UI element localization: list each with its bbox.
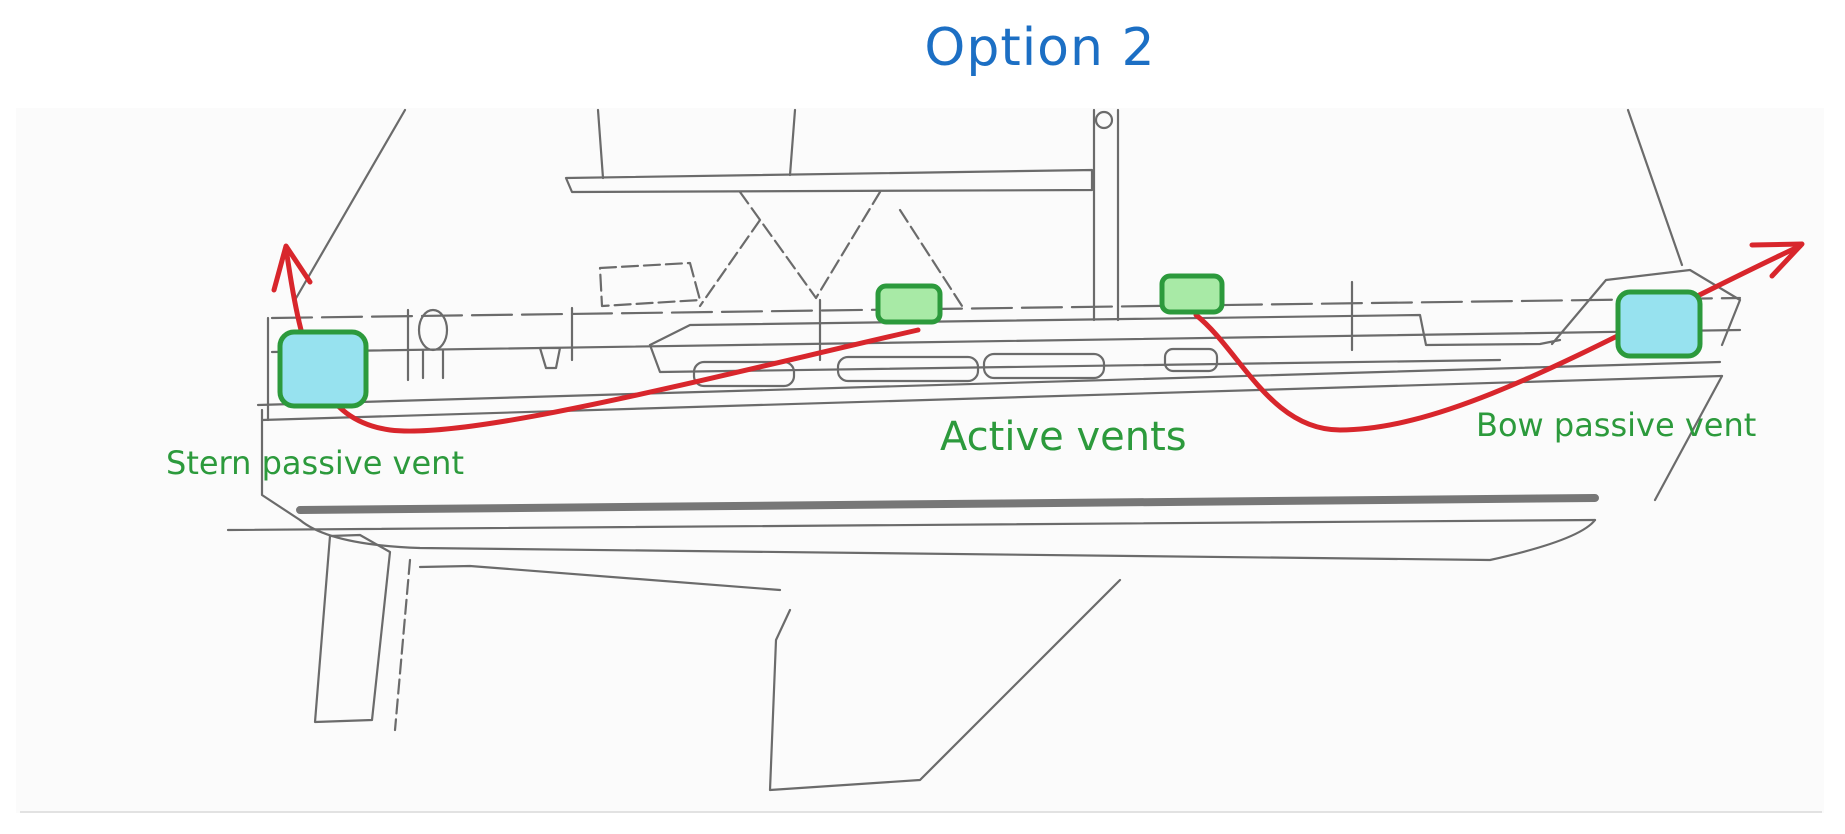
keel bbox=[768, 578, 1122, 792]
active-vent-forward bbox=[1159, 273, 1225, 315]
portlight bbox=[1163, 347, 1219, 373]
boot-stripe bbox=[296, 494, 1599, 514]
bimini-frame bbox=[698, 190, 964, 308]
stern-passive-vent bbox=[277, 329, 369, 409]
stern-passive-vent-label: Stern passive vent bbox=[166, 444, 464, 482]
boom bbox=[564, 168, 1094, 194]
dodger bbox=[598, 261, 702, 308]
lifelines bbox=[270, 296, 1742, 320]
bow-passive-vent bbox=[1615, 289, 1703, 359]
bow-passive-vent-label: Bow passive vent bbox=[1476, 406, 1756, 444]
hull-sheer bbox=[256, 360, 1722, 407]
underwater-hull bbox=[298, 518, 1597, 562]
portlight bbox=[982, 352, 1106, 380]
active-vents-label: Active vents bbox=[940, 414, 1187, 460]
rudder bbox=[313, 533, 392, 724]
portlight bbox=[836, 355, 980, 383]
cabin-top bbox=[648, 313, 1562, 347]
vents bbox=[277, 273, 1703, 409]
mast bbox=[1092, 108, 1120, 322]
active-vent-aft bbox=[875, 283, 943, 325]
hull-topsides bbox=[1653, 374, 1724, 502]
backstay bbox=[293, 108, 407, 302]
arrow-head-stern bbox=[271, 243, 313, 293]
portlight bbox=[692, 360, 796, 388]
transom bbox=[260, 408, 302, 522]
forestay bbox=[1626, 108, 1684, 267]
bow-pulpit bbox=[1550, 268, 1742, 347]
diagram-title: Option 2 bbox=[924, 18, 1156, 78]
arrow-head-bow bbox=[1749, 241, 1805, 279]
